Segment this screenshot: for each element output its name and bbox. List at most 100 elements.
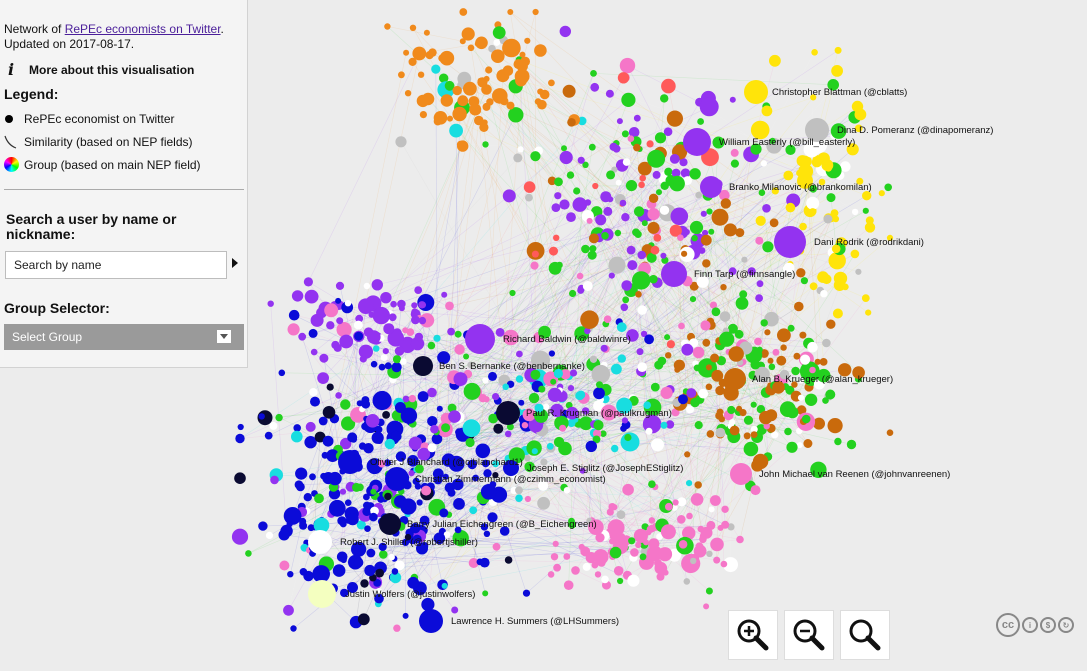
economist-node [550, 553, 559, 561]
economist-node [401, 538, 410, 547]
economist-node [584, 199, 592, 206]
economist-node [433, 532, 446, 545]
zoom-in-button[interactable] [728, 610, 778, 660]
economist-node [462, 419, 481, 438]
economist-node [267, 300, 274, 307]
economist-node [809, 366, 816, 374]
economist-node [319, 353, 329, 363]
economist-node [854, 108, 867, 121]
economist-node [712, 136, 725, 149]
economist-node [411, 315, 420, 325]
economist-node [608, 256, 626, 274]
economist-node [592, 429, 602, 438]
economist-node [456, 140, 464, 148]
economist-node [408, 436, 423, 450]
highlighted-node [730, 463, 752, 485]
economist-node [372, 306, 390, 325]
economist-node [575, 391, 585, 401]
economist-node [776, 355, 787, 366]
economist-node [855, 268, 862, 275]
economist-node [794, 301, 804, 312]
economist-node [878, 190, 885, 197]
economist-node [754, 337, 762, 346]
node-label: John Michael van Reenen (@johnvanreenen) [759, 469, 950, 480]
economist-node [600, 404, 617, 421]
economist-node [648, 517, 656, 524]
economist-node [364, 564, 376, 577]
legend-item-economist: RePEc economist on Twitter [4, 112, 175, 126]
economist-node [730, 148, 739, 157]
economist-node [565, 406, 579, 420]
economist-node [516, 350, 523, 358]
economist-node [553, 234, 560, 241]
economist-node [698, 388, 709, 399]
economist-node [633, 114, 641, 122]
economist-node [588, 233, 599, 244]
economist-node [318, 416, 328, 426]
highlighted-node [308, 530, 332, 554]
economist-node [633, 528, 649, 543]
economist-node [237, 423, 244, 431]
economist-node [467, 44, 475, 52]
economist-node [693, 364, 701, 372]
node-label: Richard Baldwin (@baldwinre) [503, 334, 631, 345]
economist-node [568, 517, 575, 525]
economist-node [347, 432, 358, 443]
economist-node [579, 467, 586, 474]
highlighted-node [338, 450, 362, 474]
economist-node [750, 401, 757, 408]
creative-commons-license[interactable]: cc i $ ↻ [996, 613, 1074, 637]
economist-node [313, 517, 330, 534]
search-submit-arrow-icon[interactable] [232, 258, 238, 268]
economist-node [400, 358, 407, 365]
economist-node [475, 443, 491, 459]
economist-node [502, 383, 510, 391]
economist-node [636, 348, 644, 356]
economist-node [652, 170, 661, 179]
economist-node [384, 362, 392, 370]
economist-node [600, 191, 612, 203]
economist-node [328, 471, 342, 486]
economist-node [750, 431, 758, 438]
group-select-dropdown[interactable]: Select Group [4, 324, 244, 350]
economist-node [304, 289, 319, 304]
economist-node [522, 589, 531, 597]
economist-node [582, 562, 591, 571]
economist-node [736, 405, 743, 412]
economist-node [375, 425, 383, 434]
economist-node [747, 267, 756, 276]
economist-node [633, 206, 645, 217]
economist-node [321, 451, 329, 459]
about-visualisation-link[interactable]: i More about this visualisation [8, 60, 194, 79]
economist-node [482, 141, 489, 148]
economist-node [270, 475, 279, 485]
economist-node [569, 289, 577, 298]
economist-node [711, 307, 721, 317]
economist-node [539, 89, 550, 100]
economist-node [288, 309, 300, 321]
zoom-reset-button[interactable] [840, 610, 890, 660]
economist-node [591, 561, 599, 569]
zoom-out-button[interactable] [784, 610, 834, 660]
economist-node [431, 64, 441, 74]
economist-node [832, 215, 840, 223]
economist-node [633, 143, 641, 152]
economist-node [854, 124, 863, 133]
economist-node [750, 485, 761, 496]
economist-node [832, 308, 843, 319]
economist-node [504, 556, 513, 564]
economist-node [831, 244, 841, 254]
economist-node [593, 549, 609, 565]
repec-link[interactable]: RePEc economists on Twitter [64, 22, 221, 36]
economist-node [758, 189, 766, 196]
search-input[interactable] [5, 251, 227, 279]
economist-node [324, 303, 339, 318]
economist-node [754, 366, 770, 382]
highlighted-node [496, 401, 520, 425]
economist-node [556, 261, 563, 269]
highlighted-node [700, 176, 722, 198]
economist-node [660, 524, 676, 540]
economist-node [660, 252, 667, 259]
economist-node [335, 392, 342, 399]
